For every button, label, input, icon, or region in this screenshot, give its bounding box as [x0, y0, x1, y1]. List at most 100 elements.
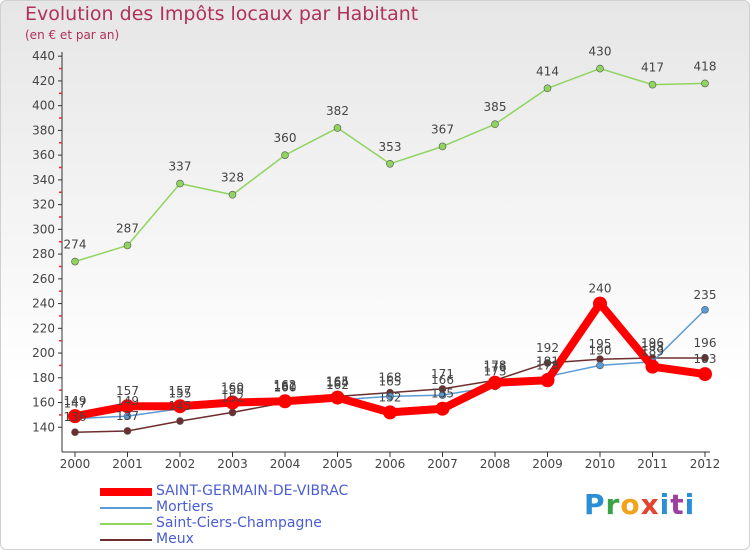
x-tick-label: 2012	[690, 457, 721, 471]
data-label: 155	[169, 387, 192, 401]
data-label: 168	[379, 371, 402, 385]
data-point	[596, 64, 604, 73]
data-point	[438, 142, 447, 151]
x-tick-label: 2010	[585, 457, 616, 471]
data-point	[176, 417, 184, 425]
data-label: 337	[169, 160, 192, 174]
data-point	[593, 296, 607, 311]
data-point	[543, 359, 552, 367]
data-point	[330, 390, 345, 405]
data-label: 235	[694, 288, 717, 302]
data-label: 414	[536, 64, 559, 78]
x-tick-label: 2000	[60, 457, 91, 471]
data-label: 164	[326, 376, 349, 390]
data-label: 160	[221, 381, 244, 395]
y-tick-label: 360	[32, 148, 55, 162]
data-label: 353	[379, 140, 402, 154]
data-point	[173, 399, 187, 414]
y-tick-label: 320	[32, 198, 55, 212]
chart-axes: 140 160 180 200 220 240 260 280 300 320 340 360 380 4…	[32, 49, 720, 471]
data-point	[386, 392, 394, 401]
data-point	[540, 373, 555, 388]
data-point	[386, 159, 394, 168]
data-point	[701, 79, 709, 88]
legend-label: Mortiers	[156, 499, 214, 515]
y-tick-label: 380	[32, 123, 55, 137]
y-tick-label: 280	[32, 247, 55, 261]
data-point	[488, 375, 502, 390]
data-label: 160	[274, 381, 297, 395]
data-point	[123, 241, 132, 250]
data-label: 147	[64, 397, 87, 411]
data-label: 195	[589, 337, 612, 351]
y-tick-label: 200	[32, 346, 55, 360]
data-label: 385	[484, 100, 507, 114]
data-point	[596, 361, 604, 370]
data-label: 287	[116, 221, 139, 235]
data-point	[281, 151, 289, 159]
y-tick-label: 240	[32, 297, 55, 311]
y-tick-label: 220	[32, 321, 55, 335]
legend-swatch	[100, 488, 152, 496]
x-tick-label: 2007	[427, 457, 458, 471]
data-point	[701, 305, 709, 314]
chart-subtitle: (en € et par an)	[25, 28, 120, 42]
data-point	[333, 124, 342, 132]
data-point	[176, 179, 184, 188]
data-label: 430	[589, 45, 612, 59]
proxiti-logo: Proxiti	[584, 488, 696, 521]
data-label: 149	[64, 394, 87, 408]
data-point	[228, 408, 237, 417]
y-tick-label: 160	[32, 396, 55, 410]
data-label: 162	[274, 378, 297, 392]
x-tick-label: 2011	[637, 457, 668, 471]
data-label: 166	[431, 373, 454, 387]
data-point	[645, 359, 660, 374]
legend-swatch	[100, 539, 152, 541]
x-tick-label: 2001	[112, 457, 143, 471]
y-tick-label: 300	[32, 222, 55, 236]
data-label: 193	[641, 340, 664, 354]
data-label: 149	[116, 394, 139, 408]
data-point	[123, 427, 132, 435]
data-label: 161	[274, 379, 297, 393]
chart-title: Evolution des Impôts locaux par Habitant	[25, 3, 419, 25]
x-tick-label: 2004	[270, 457, 301, 471]
y-tick-label: 400	[32, 99, 55, 113]
data-point	[68, 409, 82, 424]
y-tick-label: 260	[32, 272, 55, 286]
x-tick-label: 2009	[532, 457, 563, 471]
y-tick-label: 140	[32, 420, 55, 434]
data-label: 145	[169, 399, 192, 413]
y-tick-label: 440	[32, 49, 55, 63]
data-label: 155	[431, 387, 454, 401]
data-point	[435, 401, 450, 416]
data-point	[71, 257, 79, 266]
data-label: 360	[274, 131, 297, 145]
data-label: 240	[589, 282, 612, 296]
data-label: 152	[379, 390, 402, 404]
legend-label: Meux	[156, 531, 194, 547]
data-point	[491, 120, 499, 129]
data-label: 173	[484, 364, 507, 378]
data-point	[225, 395, 240, 410]
data-label: 165	[326, 374, 349, 388]
data-label: 328	[221, 171, 244, 185]
x-tick-label: 2002	[165, 457, 196, 471]
data-label: 196	[641, 336, 664, 350]
chart-data-labels: 274 287 337 328 360 382 353 367 385 414 430 417 418 1…	[64, 45, 717, 425]
legend-swatch	[100, 507, 152, 509]
data-label: 176	[484, 361, 507, 375]
line-chart: 140 160 180 200 220 240 260 280 300 320 340 360 380 4…	[32, 45, 720, 471]
chart-series	[68, 64, 712, 437]
data-label: 157	[169, 384, 192, 398]
data-point	[438, 391, 447, 399]
data-label: 189	[641, 345, 664, 359]
data-point	[383, 405, 397, 420]
data-label: 136	[64, 410, 87, 424]
data-label: 183	[694, 352, 717, 366]
data-label: 152	[221, 390, 244, 404]
data-label: 190	[589, 343, 612, 357]
x-tick-label: 2008	[480, 457, 511, 471]
